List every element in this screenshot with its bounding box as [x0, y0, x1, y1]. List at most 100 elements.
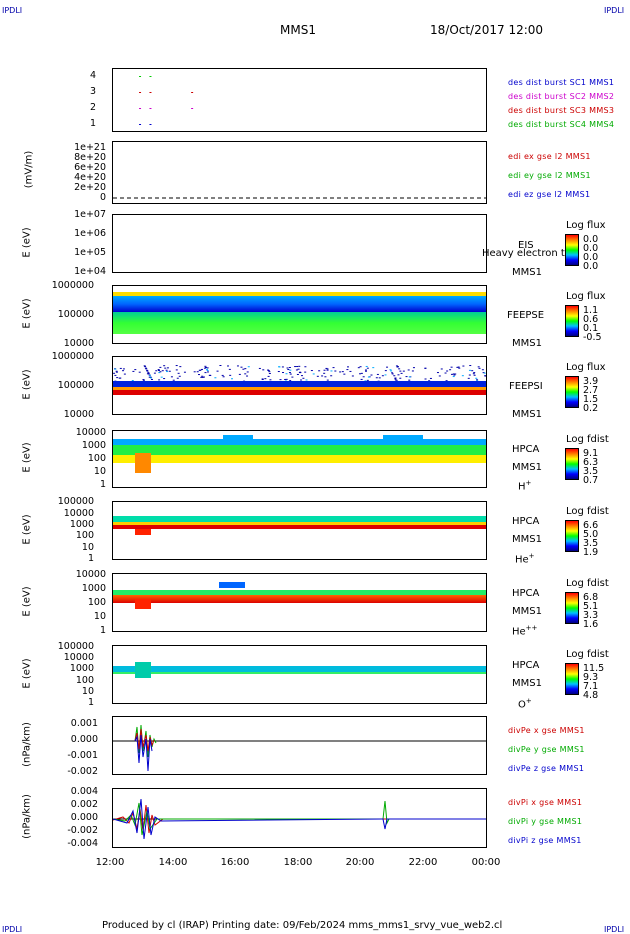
spectrogram-speckle	[278, 366, 281, 368]
spectrogram-speckle	[155, 370, 158, 372]
spectrogram-speckle	[349, 370, 352, 372]
spectrogram-speckle	[116, 377, 119, 379]
spectrogram-band	[113, 595, 486, 603]
y-tick: 10000	[63, 508, 94, 519]
spectrogram-speckle	[175, 365, 178, 367]
y-tick: 10000	[75, 569, 106, 580]
colorbar-title: Log fdist	[566, 506, 609, 517]
spectrogram-speckle	[246, 371, 249, 373]
burst-marker	[149, 108, 152, 109]
spectrogram-speckle	[268, 371, 271, 373]
instrument-label: HPCA	[512, 516, 540, 527]
spectrogram-speckle	[147, 372, 150, 374]
colorbar	[565, 448, 579, 480]
spectrogram-speckle	[246, 375, 249, 377]
spectrogram-speckle	[244, 368, 247, 370]
y-tick: 100	[87, 597, 106, 608]
species-charge: +	[528, 552, 535, 560]
spectrogram-speckle	[277, 371, 280, 373]
colorbar	[565, 305, 579, 337]
spectrogram-burst	[135, 599, 151, 609]
y-tick: 100000	[57, 496, 94, 507]
colorbar-title: Log fdist	[566, 649, 609, 660]
spectrogram-speckle	[393, 375, 396, 377]
spectrogram-speckle	[468, 374, 471, 376]
burst-marker	[149, 76, 152, 77]
spectrogram-speckle	[486, 379, 487, 380]
y-tick: 10	[81, 686, 94, 697]
spacecraft-label: MMS1	[512, 534, 542, 545]
y-tick: -0.002	[67, 825, 98, 836]
spectrogram-speckle	[321, 375, 324, 377]
spectrogram-speckle	[291, 376, 294, 378]
spectrogram-speckle	[284, 378, 287, 380]
spectrogram-speckle	[175, 369, 178, 371]
spectrogram-band	[113, 455, 486, 463]
instrument-label: HPCA	[512, 444, 540, 455]
spectrogram-speckle	[386, 366, 389, 368]
colorbar-tick: 3.9	[583, 376, 599, 387]
spectrogram-speckle	[221, 374, 224, 376]
spectrogram-speckle	[134, 369, 137, 371]
spectrogram-speckle	[289, 373, 292, 375]
spectrogram-speckle	[362, 376, 365, 378]
spectrogram-speckle	[159, 366, 162, 368]
spectrogram-speckle	[411, 370, 414, 372]
y-tick: 1	[87, 553, 94, 564]
spectrogram-speckle	[370, 374, 373, 376]
legend-edi-z: edi ez gse l2 MMS1	[508, 190, 591, 199]
spectrogram-speckle	[131, 380, 134, 382]
colorbar-tick: 6.8	[583, 592, 599, 603]
instrument-label: HPCA	[512, 588, 540, 599]
spectrogram-speckle	[206, 367, 209, 369]
y-tick: 4e+20	[74, 172, 106, 183]
y-axis-label: (nPa/km)	[21, 794, 33, 839]
species-name: O	[518, 699, 526, 711]
y-tick: 10000	[75, 427, 106, 438]
y-tick: 10000	[63, 652, 94, 663]
x-tick: 14:00	[158, 857, 188, 868]
spectrogram-speckle	[473, 372, 476, 374]
spectrogram-speckle	[209, 374, 212, 376]
spectrogram-speckle	[148, 376, 151, 378]
spectrogram-speckle	[172, 379, 175, 381]
burst-marker	[191, 92, 194, 93]
spectrogram-speckle	[461, 375, 464, 377]
spectrogram-speckle	[300, 379, 303, 381]
spectrogram-speckle	[366, 367, 369, 369]
spectrogram-speckle	[242, 368, 245, 370]
spectrogram-speckle	[214, 377, 217, 379]
spectrogram-speckle	[206, 371, 209, 373]
spectrogram-speckle	[357, 367, 360, 369]
spectrogram-speckle	[142, 379, 145, 381]
trace-divpe-x	[134, 728, 155, 752]
x-tick: 22:00	[408, 857, 438, 868]
spectrogram-speckle	[482, 372, 485, 374]
spectrogram-speckle	[258, 367, 261, 369]
corner-label-top-left: IPDLI	[2, 6, 23, 15]
spectrogram-speckle	[304, 366, 307, 368]
spectrogram-speckle	[196, 371, 199, 373]
spectrogram-speckle	[389, 369, 392, 371]
y-tick: 1000	[69, 519, 94, 530]
spectrogram-speckle	[203, 376, 206, 378]
spectrogram-speckle	[483, 372, 486, 374]
y-tick: 1000000	[51, 280, 94, 291]
spectrogram-speckle	[325, 367, 328, 369]
y-axis-label: E (eV)	[21, 658, 33, 689]
y-tick: 1e+06	[74, 228, 106, 239]
spectrogram-speckle	[310, 370, 313, 372]
spacecraft-label: MMS1	[512, 606, 542, 617]
y-axis-label: E (eV)	[21, 514, 33, 545]
spectrogram-speckle	[161, 370, 164, 372]
spectrogram-speckle	[247, 366, 250, 368]
spectrogram-patch	[383, 435, 423, 441]
colorbar-title: Log flux	[566, 362, 606, 373]
instrument-label: HPCA	[512, 660, 540, 671]
divpe-plot	[113, 724, 486, 772]
spectrogram-speckle	[284, 380, 287, 382]
spectrogram-speckle	[183, 371, 186, 373]
spectrogram-speckle	[450, 366, 453, 368]
spectrogram-speckle	[163, 365, 166, 367]
y-tick: 100	[87, 453, 106, 464]
